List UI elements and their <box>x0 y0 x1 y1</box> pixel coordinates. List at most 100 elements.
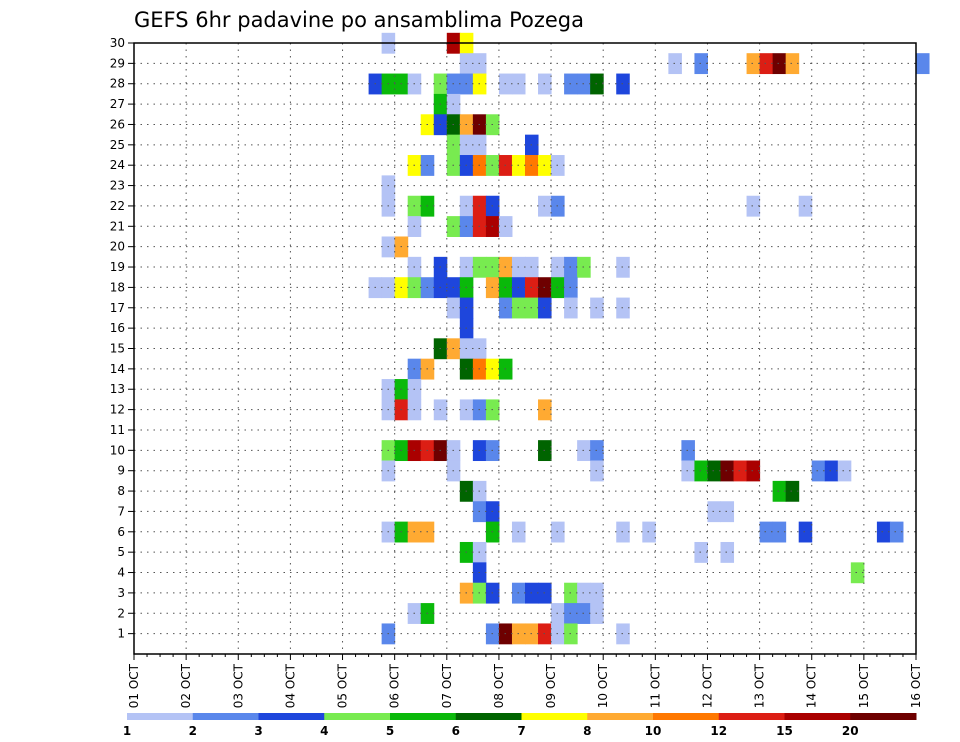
heatmap-cell <box>785 53 800 75</box>
legend-label: 8 <box>583 724 591 738</box>
heatmap-cell <box>694 541 708 563</box>
x-tick-label: 01 OCT <box>127 663 141 708</box>
heatmap-cell <box>707 460 721 482</box>
x-tick-label: 16 OCT <box>909 663 923 708</box>
heatmap-cell <box>759 521 774 543</box>
heatmap-cell <box>759 53 774 75</box>
heatmap-cell <box>798 195 813 217</box>
heatmap-cell <box>916 53 930 75</box>
y-tick-label: 25 <box>110 138 125 152</box>
y-tick-label: 18 <box>110 280 125 294</box>
legend-label: 1 <box>123 724 131 738</box>
y-tick-label: 13 <box>110 382 125 396</box>
heatmap-cell <box>668 53 682 75</box>
y-tick-label: 12 <box>110 403 125 417</box>
x-tick-label: 06 OCT <box>388 663 402 708</box>
legend-swatch <box>192 713 259 720</box>
heatmap-cell <box>642 521 656 543</box>
x-tick-label: 11 OCT <box>648 663 662 708</box>
x-tick-label: 04 OCT <box>283 663 297 708</box>
x-tick-label: 08 OCT <box>492 663 506 708</box>
y-tick-label: 5 <box>117 545 125 559</box>
legend-swatch <box>653 713 720 720</box>
color-legend: 1 2 3 4 5 6 7 8 10 12 15 20 <box>123 713 917 738</box>
y-tick-label: 8 <box>117 484 125 498</box>
y-tick-label: 14 <box>110 362 125 376</box>
x-tick-label: 05 OCT <box>336 663 350 708</box>
heatmap-cell <box>772 521 787 543</box>
heatmap-cell <box>681 460 695 482</box>
y-tick-label: 11 <box>110 423 125 437</box>
x-tick-label: 13 OCT <box>753 663 767 708</box>
y-tick-label: 9 <box>117 464 125 478</box>
legend-label: 7 <box>517 724 525 738</box>
y-tick-label: 15 <box>110 342 125 356</box>
heatmap-cell <box>876 521 891 543</box>
legend-label: 12 <box>710 724 727 738</box>
chart-title: GEFS 6hr padavine po ansamblima Pozega <box>134 8 584 32</box>
x-tick-label: 03 OCT <box>231 663 245 708</box>
heatmap-cell <box>746 53 761 75</box>
legend-label: 10 <box>645 724 662 738</box>
heatmap-cell <box>681 440 695 462</box>
x-tick-label: 10 OCT <box>596 663 610 708</box>
legend-swatch <box>390 713 457 720</box>
y-tick-label: 24 <box>110 158 125 172</box>
y-tick-label: 28 <box>110 77 125 91</box>
legend-swatch <box>258 713 325 720</box>
legend-swatch <box>587 713 654 720</box>
legend-label: 20 <box>842 724 859 738</box>
x-tick-label: 14 OCT <box>805 663 819 708</box>
heatmap-cell <box>746 460 761 482</box>
y-tick-label: 4 <box>117 566 125 580</box>
y-tick-label: 16 <box>110 321 125 335</box>
legend-swatch <box>850 713 917 720</box>
legend-label: 4 <box>320 724 328 738</box>
heatmap-cell <box>772 480 787 502</box>
legend-swatch <box>521 713 588 720</box>
y-tick-label: 23 <box>110 179 125 193</box>
legend-swatch <box>455 713 522 720</box>
heatmap-cell <box>824 460 839 482</box>
heatmap-cell <box>720 501 735 523</box>
heatmap-cell <box>733 460 748 482</box>
y-tick-label: 17 <box>110 301 125 315</box>
heatmap-cell <box>889 521 904 543</box>
legend-swatch <box>718 713 785 720</box>
x-tick-label: 07 OCT <box>440 663 454 708</box>
heatmap-cell <box>850 562 865 584</box>
heatmap-cell <box>707 501 721 523</box>
y-tick-label: 19 <box>110 260 125 274</box>
grid-lines <box>134 42 916 654</box>
y-tick-label: 26 <box>110 117 125 131</box>
y-tick-label: 10 <box>110 443 125 457</box>
y-tick-label: 27 <box>110 97 125 111</box>
x-tick-label: 02 OCT <box>179 663 193 708</box>
y-tick-label: 1 <box>117 627 125 641</box>
y-axis: 1234567891011121314151617181920212223242… <box>110 36 134 641</box>
heatmap-cell <box>720 460 735 482</box>
heatmap-cell <box>798 521 813 543</box>
heatmap-cell <box>720 541 735 563</box>
heatmap-cell <box>694 53 708 75</box>
legend-label: 2 <box>189 724 197 738</box>
legend-label: 5 <box>386 724 394 738</box>
y-tick-label: 21 <box>110 219 125 233</box>
x-tick-label: 12 OCT <box>700 663 714 708</box>
y-tick-label: 20 <box>110 240 125 254</box>
legend-swatch <box>324 713 391 720</box>
y-tick-label: 30 <box>110 36 125 50</box>
heatmap-cell <box>837 460 852 482</box>
y-tick-label: 2 <box>117 606 125 620</box>
y-tick-label: 6 <box>117 525 125 539</box>
heatmap-cell <box>694 460 708 482</box>
x-axis: 01 OCT 02 OCT 03 OCT 04 OCT 05 OCT 06 OCT 07 O… <box>127 654 923 708</box>
legend-swatch <box>784 713 851 720</box>
legend-swatch <box>127 713 194 720</box>
legend-label: 6 <box>452 724 460 738</box>
y-tick-label: 7 <box>117 504 125 518</box>
y-tick-label: 22 <box>110 199 125 213</box>
y-tick-label: 29 <box>110 56 125 70</box>
y-tick-label: 3 <box>117 586 125 600</box>
